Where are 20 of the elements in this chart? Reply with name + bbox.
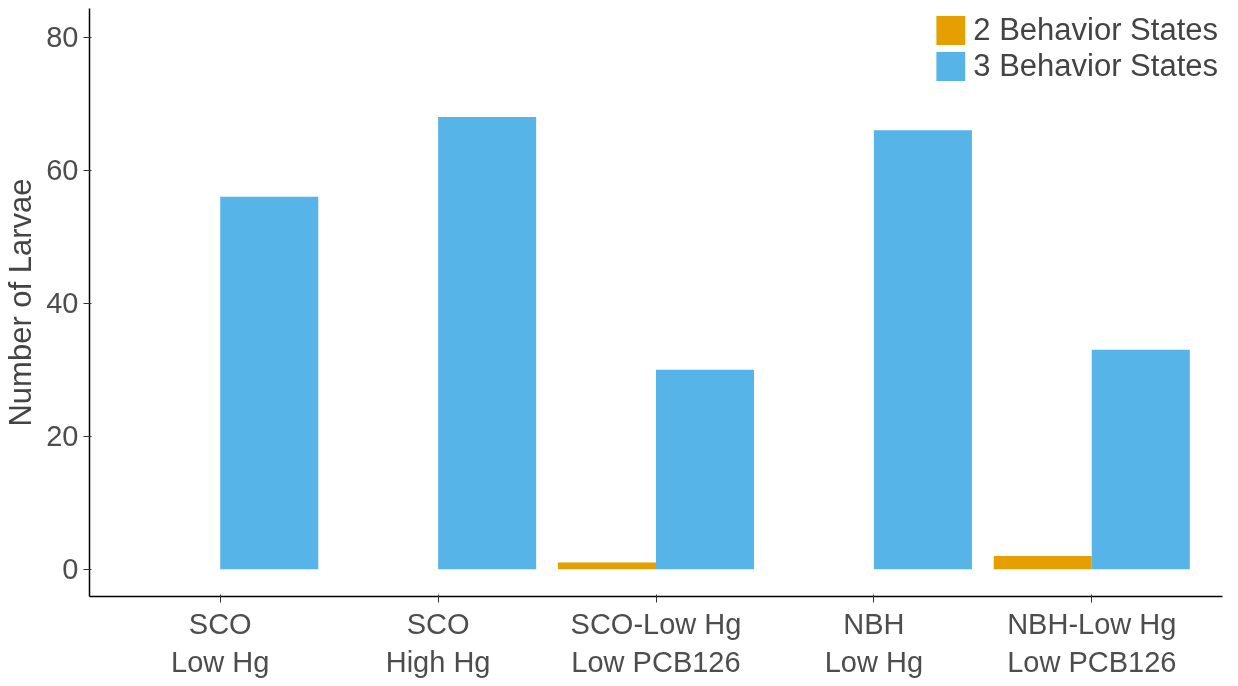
y-tick-label: 60 bbox=[46, 154, 79, 187]
legend-label: 2 Behavior States bbox=[973, 12, 1218, 48]
y-tick-label: 20 bbox=[46, 420, 79, 453]
bar bbox=[220, 196, 319, 570]
x-tick-label: NBH Low Hg bbox=[824, 607, 924, 678]
x-tick-label: SCO-Low Hg Low PCB126 bbox=[570, 607, 742, 678]
bar bbox=[557, 562, 656, 570]
x-tick-label: SCO High Hg bbox=[385, 607, 491, 678]
x-tick-label: SCO Low Hg bbox=[171, 607, 270, 678]
bar bbox=[438, 116, 537, 570]
y-axis-title: Number of Larvae bbox=[3, 178, 39, 427]
y-tick-label: 40 bbox=[46, 287, 79, 320]
bar bbox=[1091, 349, 1190, 570]
bar bbox=[993, 555, 1092, 570]
bar bbox=[656, 369, 755, 570]
bar bbox=[873, 130, 972, 570]
y-tick-label: 0 bbox=[62, 553, 79, 586]
legend-label: 3 Behavior States bbox=[973, 48, 1218, 84]
x-tick-label: NBH-Low Hg Low PCB126 bbox=[1007, 607, 1177, 678]
y-tick-label: 80 bbox=[46, 21, 79, 54]
